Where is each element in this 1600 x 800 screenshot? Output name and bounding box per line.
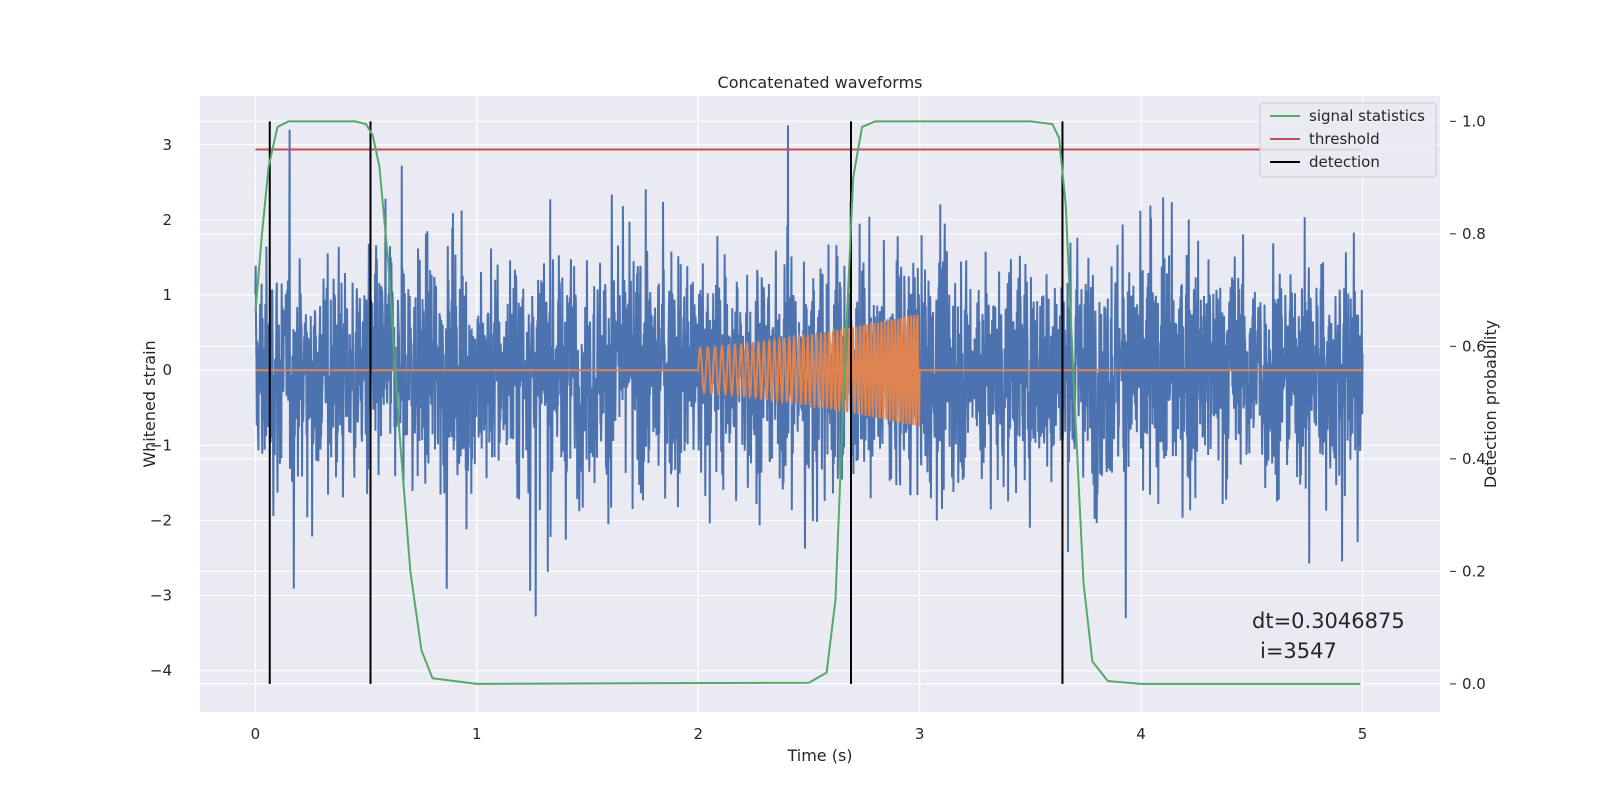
axes: 0 1 2 3 4 5 −4 −3 −2 −1 0 1 2 3 0.0 0.2 0.4 0.6 0.8 1.0 — [150, 112, 1486, 743]
y2-tick-label: 0.2 — [1462, 562, 1486, 580]
legend-label-detection: detection — [1309, 153, 1380, 171]
legend-label-signal-statistics: signal statistics — [1309, 107, 1425, 125]
annotation-dt: dt=0.3046875 — [1252, 609, 1405, 633]
y-tick-label: −2 — [150, 511, 172, 529]
y-tick-label: −4 — [150, 662, 172, 680]
x-tick-label: 2 — [693, 725, 703, 743]
legend-label-threshold: threshold — [1309, 130, 1380, 148]
x-tick-label: 3 — [915, 725, 925, 743]
y2-tick-label: 0.6 — [1462, 337, 1486, 355]
legend-box — [1259, 102, 1437, 178]
y2-tick-label: 0.8 — [1462, 225, 1486, 243]
x-tick-label: 4 — [1136, 725, 1146, 743]
chart-title: Concatenated waveforms — [718, 73, 923, 92]
x-tick-label: 5 — [1358, 725, 1368, 743]
x-tick-label: 0 — [251, 725, 261, 743]
legend[interactable]: signal statistics threshold detection — [1259, 102, 1437, 178]
y-tick-label: 2 — [162, 211, 172, 229]
y-tick-label: −3 — [150, 587, 172, 605]
annotation-index: i=3547 — [1260, 639, 1337, 663]
waveform-line — [255, 314, 1363, 427]
y2-tick-label: 1.0 — [1462, 112, 1486, 130]
waveform-series — [255, 314, 1363, 427]
y-tick-label: 3 — [162, 136, 172, 154]
y-tick-label: 0 — [162, 361, 172, 379]
y2-axis-label: Detection probability — [1481, 320, 1500, 488]
x-tick-label: 1 — [472, 725, 482, 743]
y-tick-label: −1 — [150, 436, 172, 454]
y2-tick-label: 0.0 — [1462, 675, 1486, 693]
x-axis-label: Time (s) — [786, 746, 852, 765]
detection-overlay — [254, 120, 1363, 685]
y-axis-label: Whitened strain — [140, 340, 159, 467]
y2-tick-label: 0.4 — [1462, 450, 1486, 468]
signal-statistics-line — [254, 120, 1361, 685]
y-tick-label: 1 — [162, 286, 172, 304]
